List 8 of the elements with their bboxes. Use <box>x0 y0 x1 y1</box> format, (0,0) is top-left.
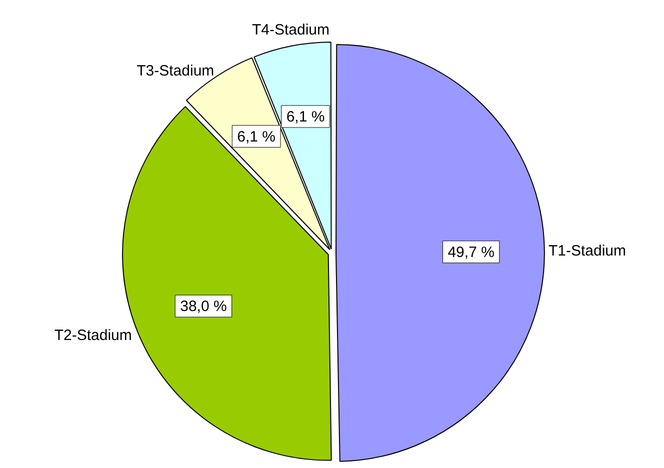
data-label: 49,7 % <box>448 244 494 262</box>
slice-label: T3-Stadium <box>136 62 214 80</box>
slice-label: T4-Stadium <box>252 22 330 39</box>
data-label: 38,0 % <box>180 298 227 316</box>
data-label: 6,1 % <box>286 108 325 126</box>
slice-label: T1-Stadium <box>548 242 626 260</box>
slice-label: T2-Stadium <box>54 326 132 344</box>
data-label: 6,1 % <box>237 128 276 146</box>
